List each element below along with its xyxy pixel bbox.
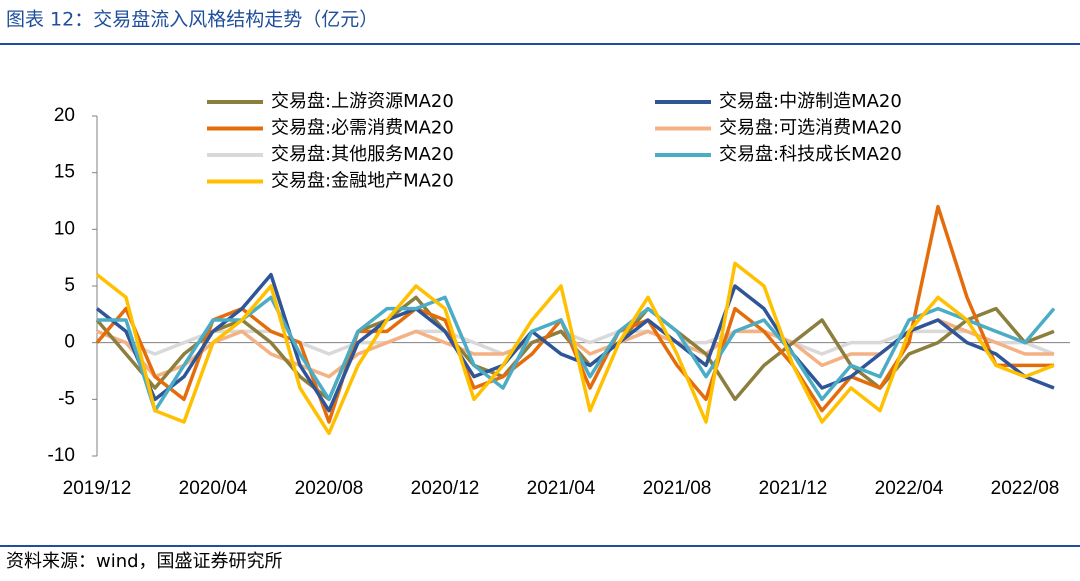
y-tick-label: -10: [48, 445, 75, 466]
legend-label: 交易盘:金融地产MA20: [271, 171, 454, 192]
legend-label: 交易盘:科技成长MA20: [719, 144, 902, 165]
x-tick-label: 2021/08: [643, 478, 712, 499]
x-tick-label: 2021/04: [527, 478, 596, 499]
source: 资料来源：wind，国盛证券研究所: [6, 551, 283, 572]
x-tick-label: 2020/08: [295, 478, 364, 499]
legend-label: 交易盘:中游制造MA20: [719, 91, 902, 112]
y-tick-label: 10: [54, 218, 75, 239]
legend-label: 交易盘:上游资源MA20: [271, 91, 454, 112]
y-tick-label: 20: [54, 105, 75, 126]
legend-label: 交易盘:其他服务MA20: [271, 144, 454, 165]
legend-label: 交易盘:必需消费MA20: [271, 118, 454, 139]
x-tick-label: 2020/04: [179, 478, 248, 499]
chart-title: 图表 12：交易盘流入风格结构走势（亿元）: [6, 9, 378, 31]
x-tick-label: 2022/08: [991, 478, 1060, 499]
legend-label: 交易盘:可选消费MA20: [719, 118, 902, 139]
x-tick-label: 2022/04: [875, 478, 944, 499]
series-line: [95, 272, 1055, 413]
y-tick-label: 15: [54, 162, 75, 183]
x-tick-label: 2021/12: [759, 478, 828, 499]
x-tick-label: 2020/12: [411, 478, 480, 499]
x-tick-label: 2019/12: [63, 478, 132, 499]
series-line: [95, 261, 1055, 436]
y-tick-label: -5: [58, 388, 75, 409]
y-tick-label: 0: [64, 332, 75, 353]
series-line: [95, 204, 1054, 424]
y-tick-label: 5: [64, 275, 75, 296]
